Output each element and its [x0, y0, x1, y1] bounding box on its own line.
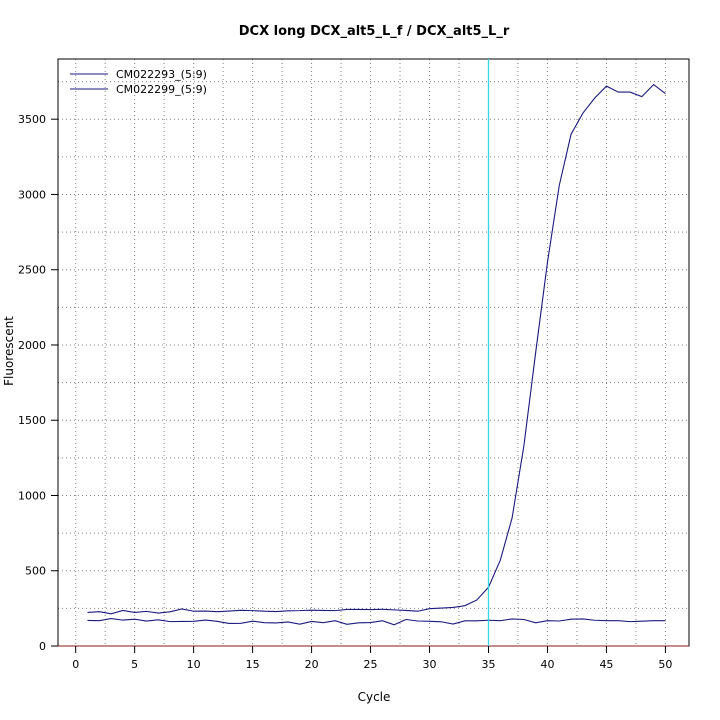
y-tick-label: 500: [25, 565, 46, 578]
x-tick-label: 0: [72, 658, 79, 671]
x-tick-label: 5: [131, 658, 138, 671]
grid-layer: [58, 59, 689, 646]
x-tick-label: 20: [305, 658, 319, 671]
y-axis: 0 500 1000 1500 2000 2500 3000 3500: [18, 113, 58, 653]
x-tick-label: 50: [658, 658, 672, 671]
x-tick-label: 35: [481, 658, 495, 671]
series-line-1: [87, 83, 666, 615]
plot-frame: [57, 58, 690, 647]
x-axis: 0 5 10 15 20 25 30 35 40 45 50: [72, 646, 672, 671]
y-tick-label: 3500: [18, 113, 46, 126]
legend-label: CM022293_(5:9): [116, 68, 207, 81]
y-tick-label: 3000: [18, 188, 46, 201]
x-tick-label: 45: [599, 658, 613, 671]
x-tick-label: 10: [187, 658, 201, 671]
y-tick-label: 2500: [18, 264, 46, 277]
chart-title: DCX long DCX_alt5_L_f / DCX_alt5_L_r: [239, 24, 510, 39]
series-line-2: [87, 618, 666, 626]
plot-border: [57, 58, 690, 647]
y-tick-label: 1500: [18, 414, 46, 427]
y-tick-label: 1000: [18, 489, 46, 502]
series-layer: [87, 83, 666, 626]
legend: CM022293_(5:9) CM022299_(5:9): [70, 68, 207, 96]
x-tick-label: 25: [364, 658, 378, 671]
y-tick-label: 2000: [18, 339, 46, 352]
x-axis-label: Cycle: [358, 690, 391, 704]
legend-label: CM022299_(5:9): [116, 83, 207, 96]
y-tick-label: 0: [39, 640, 46, 653]
x-tick-label: 15: [246, 658, 260, 671]
x-tick-label: 40: [540, 658, 554, 671]
x-tick-label: 30: [423, 658, 437, 671]
y-axis-label: Fluorescent: [2, 316, 16, 386]
